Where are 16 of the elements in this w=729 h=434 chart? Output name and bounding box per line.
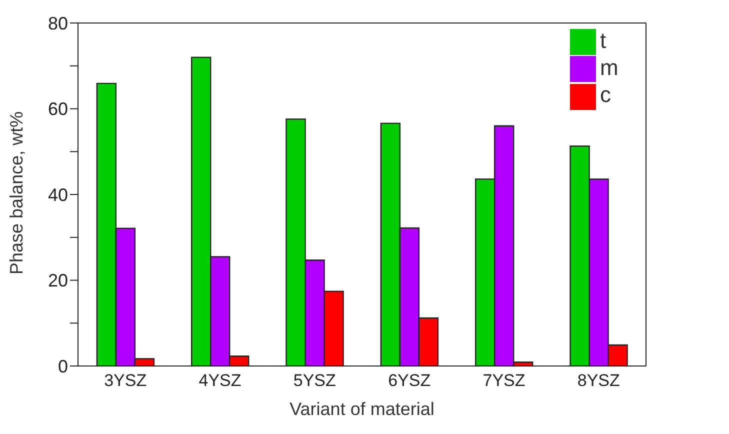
legend-label: t — [600, 28, 606, 53]
x-tick-label: 5YSZ — [293, 371, 336, 390]
y-tick-label: 40 — [48, 184, 68, 205]
y-tick-label: 80 — [48, 13, 68, 34]
x-tick-label: 7YSZ — [482, 371, 526, 390]
y-tick-label: 0 — [58, 356, 68, 376]
x-tick-label: 8YSZ — [577, 371, 620, 390]
x-axis-title: Variant of material — [290, 398, 434, 419]
y-tick-label: 60 — [48, 99, 68, 120]
legend-label: c — [600, 82, 611, 108]
legend-label: m — [600, 55, 618, 80]
x-tick-label: 3YSZ — [104, 371, 147, 390]
x-tick-label: 4YSZ — [198, 371, 242, 390]
y-axis-title: Phase balance, wt% — [6, 111, 26, 274]
y-tick-label: 20 — [48, 270, 68, 291]
x-tick-label: 6YSZ — [388, 371, 431, 390]
